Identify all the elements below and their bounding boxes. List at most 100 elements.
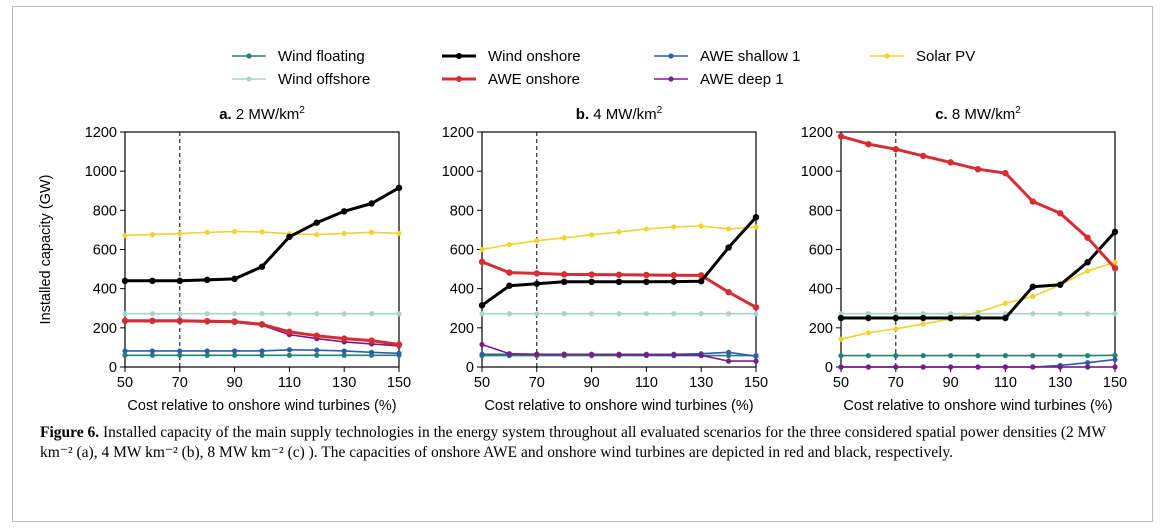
data-point-awe-deep-1 (589, 351, 595, 358)
data-point-wind-offshore (975, 311, 981, 317)
data-point-solar-pv (893, 326, 899, 332)
panel-c: c. 8 MW/km2 0 200 400 600 800 1000 1200 50 70 90 11… (801, 105, 1127, 414)
data-point-wind-offshore (589, 311, 595, 317)
data-point-wind-onshore (204, 276, 211, 284)
panel-b: b. 4 MW/km2 0 200 400 600 800 1000 1200 50 70 90 11… (442, 105, 768, 414)
panel-title-superscript: 2 (299, 105, 305, 116)
data-point-awe-onshore (615, 271, 623, 278)
data-point-awe-onshore (670, 271, 677, 279)
panel-title: a. 2 MW/km2 (219, 105, 305, 123)
data-point-awe-deep-1 (1030, 364, 1036, 370)
data-point-solar-pv (122, 232, 128, 238)
data-point-wind-floating (1085, 353, 1091, 359)
legend: Wind floating Wind onshore AWE shallow 1 So… (232, 48, 975, 88)
data-point-solar-pv (149, 232, 155, 238)
figure-frame (12, 6, 1153, 522)
data-point-wind-onshore (892, 314, 899, 322)
data-point-awe-onshore (892, 146, 899, 153)
y-tick-label: 600 (93, 243, 117, 259)
data-point-wind-floating (314, 352, 320, 358)
data-point-wind-offshore (232, 311, 238, 317)
data-point-wind-offshore (534, 311, 540, 317)
series-awe-deep-1 (838, 364, 1118, 370)
data-point-wind-onshore (368, 200, 375, 207)
data-point-wind-offshore (643, 311, 650, 317)
data-point-wind-offshore (122, 311, 128, 317)
panel-title-text: 8 MW/km (952, 106, 1015, 123)
x-tick-label: 50 (474, 375, 490, 391)
legend-entry-awe-shallow-1: AWE shallow 1 (654, 48, 800, 65)
data-point-awe-deep-1 (671, 352, 677, 358)
legend-label-awe-onshore: AWE onshore (488, 71, 580, 88)
panel-letter: b. (576, 106, 594, 123)
data-point-wind-onshore (286, 233, 293, 240)
data-point-wind-floating (893, 353, 899, 359)
data-point-wind-onshore (1029, 283, 1037, 290)
legend-entry-wind-floating: Wind floating (232, 48, 365, 65)
x-tick-label: 130 (1048, 375, 1072, 391)
x-tick-label: 50 (117, 375, 133, 391)
data-point-wind-onshore (506, 282, 513, 289)
data-point-awe-deep-1 (838, 364, 844, 370)
data-point-solar-pv (561, 235, 567, 241)
data-point-wind-onshore (149, 277, 156, 285)
data-point-awe-deep-1 (616, 352, 622, 358)
data-point-solar-pv (865, 330, 872, 336)
data-point-solar-pv (396, 230, 402, 237)
data-point-wind-offshore (341, 311, 347, 317)
data-point-wind-onshore (974, 314, 982, 322)
data-point-wind-offshore (204, 311, 210, 317)
series-awe-onshore (121, 317, 403, 348)
data-point-awe-onshore (341, 335, 348, 342)
data-point-awe-onshore (395, 341, 403, 348)
data-point-awe-deep-1 (753, 358, 759, 364)
data-point-wind-floating (286, 352, 292, 358)
data-point-awe-shallow-1 (122, 348, 128, 354)
y-tick-label: 400 (450, 282, 474, 298)
x-tick-label: 90 (584, 375, 600, 391)
series-line-awe-onshore (840, 134, 1117, 270)
data-point-awe-shallow-1 (204, 348, 210, 354)
panel-title: b. 4 MW/km2 (576, 105, 663, 123)
data-point-wind-onshore (176, 277, 183, 285)
data-point-wind-onshore (698, 278, 705, 285)
data-point-awe-shallow-1 (1085, 360, 1091, 366)
data-point-wind-onshore (947, 314, 954, 322)
legend-entry-awe-deep-1: AWE deep 1 (654, 71, 784, 88)
data-point-wind-onshore (313, 219, 320, 226)
data-point-wind-onshore (670, 278, 677, 285)
data-point-wind-offshore (1112, 311, 1118, 317)
x-tick-label: 70 (888, 375, 904, 391)
data-point-wind-onshore (752, 213, 760, 221)
legend-entry-awe-onshore: AWE onshore (442, 71, 580, 88)
plot-frame (481, 131, 757, 368)
data-point-wind-floating (865, 353, 872, 359)
data-point-awe-onshore (478, 258, 486, 266)
data-point-wind-floating (975, 353, 981, 359)
y-tick-label: 1200 (442, 125, 474, 141)
y-tick-label: 800 (809, 203, 833, 219)
legend-label-awe-deep-1: AWE deep 1 (700, 71, 784, 88)
data-point-wind-floating (177, 352, 183, 358)
panel-title-superscript: 2 (1015, 105, 1021, 116)
data-point-solar-pv (534, 238, 540, 244)
data-point-awe-shallow-1 (232, 348, 238, 354)
data-point-awe-onshore (149, 317, 156, 324)
y-axis-label: Installed capacity (GW) (38, 175, 54, 325)
data-point-awe-deep-1 (865, 364, 872, 370)
data-point-awe-onshore (1084, 234, 1091, 241)
data-point-wind-offshore (1085, 311, 1091, 317)
plot-frame (124, 131, 400, 368)
legend-label-awe-shallow-1: AWE shallow 1 (700, 48, 800, 65)
y-tick-label: 1000 (442, 164, 474, 180)
x-tick-label: 90 (227, 375, 243, 391)
data-point-wind-floating (1030, 353, 1036, 359)
data-point-wind-offshore (506, 311, 512, 317)
data-point-awe-deep-1 (948, 364, 954, 370)
data-point-solar-pv (1112, 259, 1118, 265)
legend-marker-wind-onshore (456, 53, 462, 59)
data-point-solar-pv (753, 224, 759, 230)
y-tick-label: 1000 (85, 164, 117, 180)
panel-letter: a. (219, 106, 236, 123)
data-point-solar-pv (232, 228, 238, 235)
